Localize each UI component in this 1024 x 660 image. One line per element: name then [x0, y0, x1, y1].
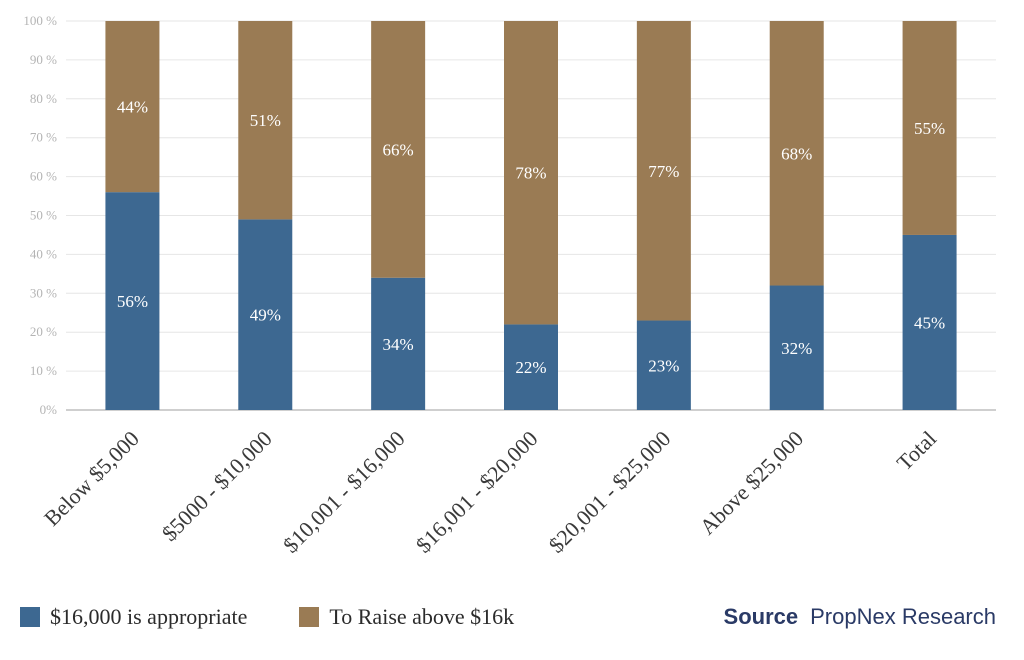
data-label: 51% — [250, 111, 281, 130]
x-category-label: $10,001 - $16,000 — [278, 426, 410, 558]
y-tick-label: 30 % — [30, 285, 57, 300]
bar-segment — [504, 324, 558, 410]
y-tick-label: 100 % — [23, 13, 57, 28]
x-category-label: $5000 - $10,000 — [157, 426, 277, 546]
bar-segment — [371, 21, 426, 278]
source-text: PropNex Research — [810, 604, 996, 629]
legend-item-appropriate: $16,000 is appropriate — [20, 604, 247, 630]
legend-swatch-appropriate — [20, 607, 40, 627]
legend: $16,000 is appropriate To Raise above $1… — [20, 604, 566, 630]
data-label: 78% — [515, 164, 546, 183]
data-label: 32% — [781, 339, 812, 358]
data-label: 66% — [383, 140, 414, 159]
bar-segment — [636, 21, 691, 321]
source-label: Source — [723, 604, 799, 629]
legend-swatch-raise — [299, 607, 320, 627]
data-label: 49% — [250, 306, 281, 325]
y-tick-label: 60 % — [30, 169, 57, 184]
y-tick-label: 70 % — [30, 130, 57, 145]
data-label: 23% — [648, 356, 679, 375]
legend-label-raise: To Raise above $16k — [329, 604, 515, 629]
bar-segment — [636, 320, 691, 410]
source-credit: Source PropNex Research — [724, 604, 996, 630]
x-category-label: $20,001 - $25,000 — [544, 426, 676, 558]
data-label: 22% — [515, 358, 546, 377]
y-tick-label: 90 % — [30, 52, 57, 67]
data-label: 45% — [914, 313, 945, 332]
bar-segment — [105, 21, 160, 193]
y-tick-label: 50 % — [30, 208, 57, 223]
bar-segment — [238, 219, 293, 410]
bar-segment — [371, 277, 426, 410]
y-tick-label: 20 % — [30, 324, 57, 339]
x-category-label: Above $25,000 — [695, 426, 809, 540]
x-category-label: $16,001 - $20,000 — [411, 426, 543, 558]
x-category-label: Below $5,000 — [39, 426, 144, 531]
y-tick-label: 40 % — [30, 246, 57, 261]
bar-segment — [769, 285, 824, 410]
data-label: 77% — [648, 162, 679, 181]
bar-segment — [769, 21, 824, 286]
y-tick-label: 10 % — [30, 363, 57, 378]
bar-segment — [504, 21, 558, 325]
y-tick-label: 80 % — [30, 91, 57, 106]
bar-segment — [105, 192, 160, 410]
bar-segment — [902, 21, 957, 235]
bar-segment — [238, 21, 293, 220]
y-tick-label: 0% — [40, 402, 58, 417]
stacked-bar-chart: 0% 10 % 20 % 30 % 40 % 50 % 60 % 70 % 80 % 90 % 10… — [23, 13, 996, 558]
legend-item-raise: To Raise above $16k — [299, 604, 514, 630]
x-category-label: Total — [892, 426, 941, 475]
data-label: 68% — [781, 144, 812, 163]
data-label: 34% — [383, 335, 414, 354]
data-label: 44% — [117, 98, 148, 117]
legend-label-appropriate: $16,000 is appropriate — [50, 604, 248, 629]
data-label: 55% — [914, 119, 945, 138]
data-label: 56% — [117, 292, 148, 311]
bar-segment — [902, 234, 957, 410]
